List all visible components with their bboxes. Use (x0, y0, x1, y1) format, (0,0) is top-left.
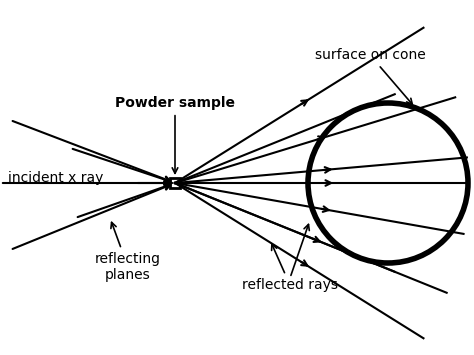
Text: incident x ray: incident x ray (8, 171, 103, 185)
Bar (170, 178, 180, 188)
Text: reflected rays: reflected rays (242, 244, 338, 292)
Text: surface on cone: surface on cone (315, 48, 425, 104)
Text: reflecting
planes: reflecting planes (95, 222, 161, 282)
Text: Powder sample: Powder sample (115, 96, 235, 173)
